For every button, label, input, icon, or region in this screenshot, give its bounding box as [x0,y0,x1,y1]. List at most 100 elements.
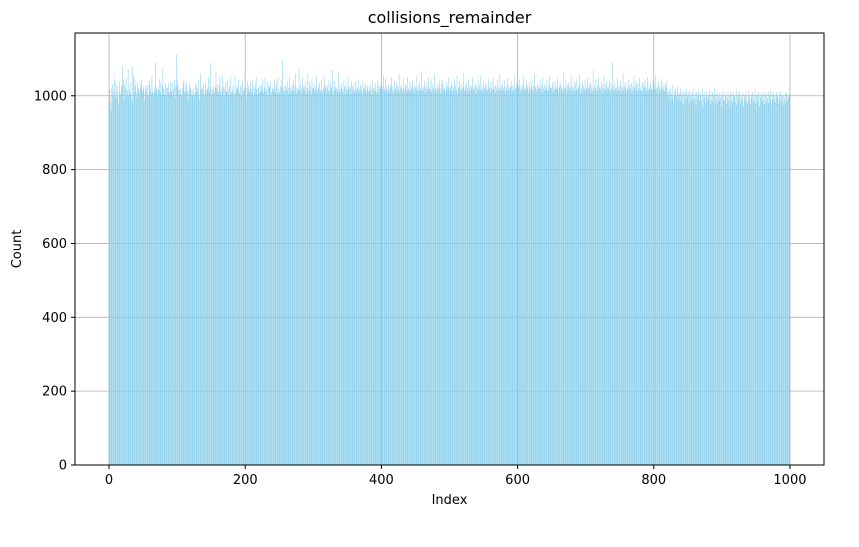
bar [345,84,347,465]
bar [554,81,556,465]
bar [355,90,357,465]
bar [671,97,673,465]
bar [765,93,767,466]
bar [758,92,759,466]
bar [530,86,532,466]
bar [155,90,157,465]
bar [169,92,170,465]
bar [627,89,629,465]
bar [398,89,399,465]
bar [254,92,256,466]
bar [501,90,503,465]
bar [280,86,281,466]
bar [378,92,379,466]
bar [204,95,205,466]
bar [649,88,650,465]
bar [549,75,550,465]
bar [236,86,238,466]
bar [642,92,644,466]
bar [778,103,779,466]
bar [334,89,336,465]
bar [143,86,145,466]
bar [690,95,691,466]
bar [504,80,505,465]
bar [744,98,746,465]
bar [532,89,533,465]
bar [277,77,279,466]
bar [145,85,147,465]
bar [413,92,415,465]
bar [232,84,234,465]
bar [671,93,672,465]
bar [394,89,396,465]
bar [281,80,282,465]
bar [362,93,363,466]
bar [684,93,685,466]
bar [113,90,115,465]
bar [646,86,647,466]
bar [241,84,243,465]
bar [266,81,268,465]
bar [140,89,142,465]
bar [788,97,789,465]
bar [537,89,539,465]
bar [150,90,151,465]
bar [296,87,298,466]
bar [220,91,221,465]
bar [161,96,162,465]
bar [244,88,245,465]
bar [786,100,788,465]
bar [214,92,215,466]
bar [180,88,181,465]
bar [288,87,290,466]
bar [585,91,586,465]
bar [752,102,754,466]
bar [463,73,465,465]
bar [734,95,736,466]
bar [278,89,279,465]
bar [218,93,219,466]
bar [663,89,664,465]
bar [275,86,277,466]
bar [720,92,722,466]
bar [631,82,632,465]
plot-area-frame [74,32,825,466]
bar [441,83,442,465]
bar [417,88,418,465]
bar [505,92,506,466]
bar [157,88,159,465]
bar [650,90,652,465]
bar [550,87,551,466]
bar [685,99,687,465]
bar [686,88,687,465]
bar [332,91,334,465]
bar [622,87,623,466]
bar [157,95,158,466]
bar [464,90,465,465]
bar [265,91,266,465]
bar [306,88,308,465]
bar [426,83,428,465]
bar [724,95,726,466]
bar [509,89,510,465]
bar [737,96,738,465]
bar [733,92,734,466]
bar [491,87,492,466]
bar [731,94,733,466]
bar [677,86,678,466]
bar [441,89,443,465]
bar [552,92,554,466]
bar [357,88,358,465]
bar [669,91,670,465]
bar [375,89,377,465]
bar [777,94,778,466]
bar [780,101,782,466]
bar [420,89,422,465]
bar [312,88,313,465]
bar [321,89,323,465]
bar [297,89,298,465]
bar [714,88,715,465]
bar [294,85,296,465]
bar [732,102,734,466]
bar [559,87,561,466]
